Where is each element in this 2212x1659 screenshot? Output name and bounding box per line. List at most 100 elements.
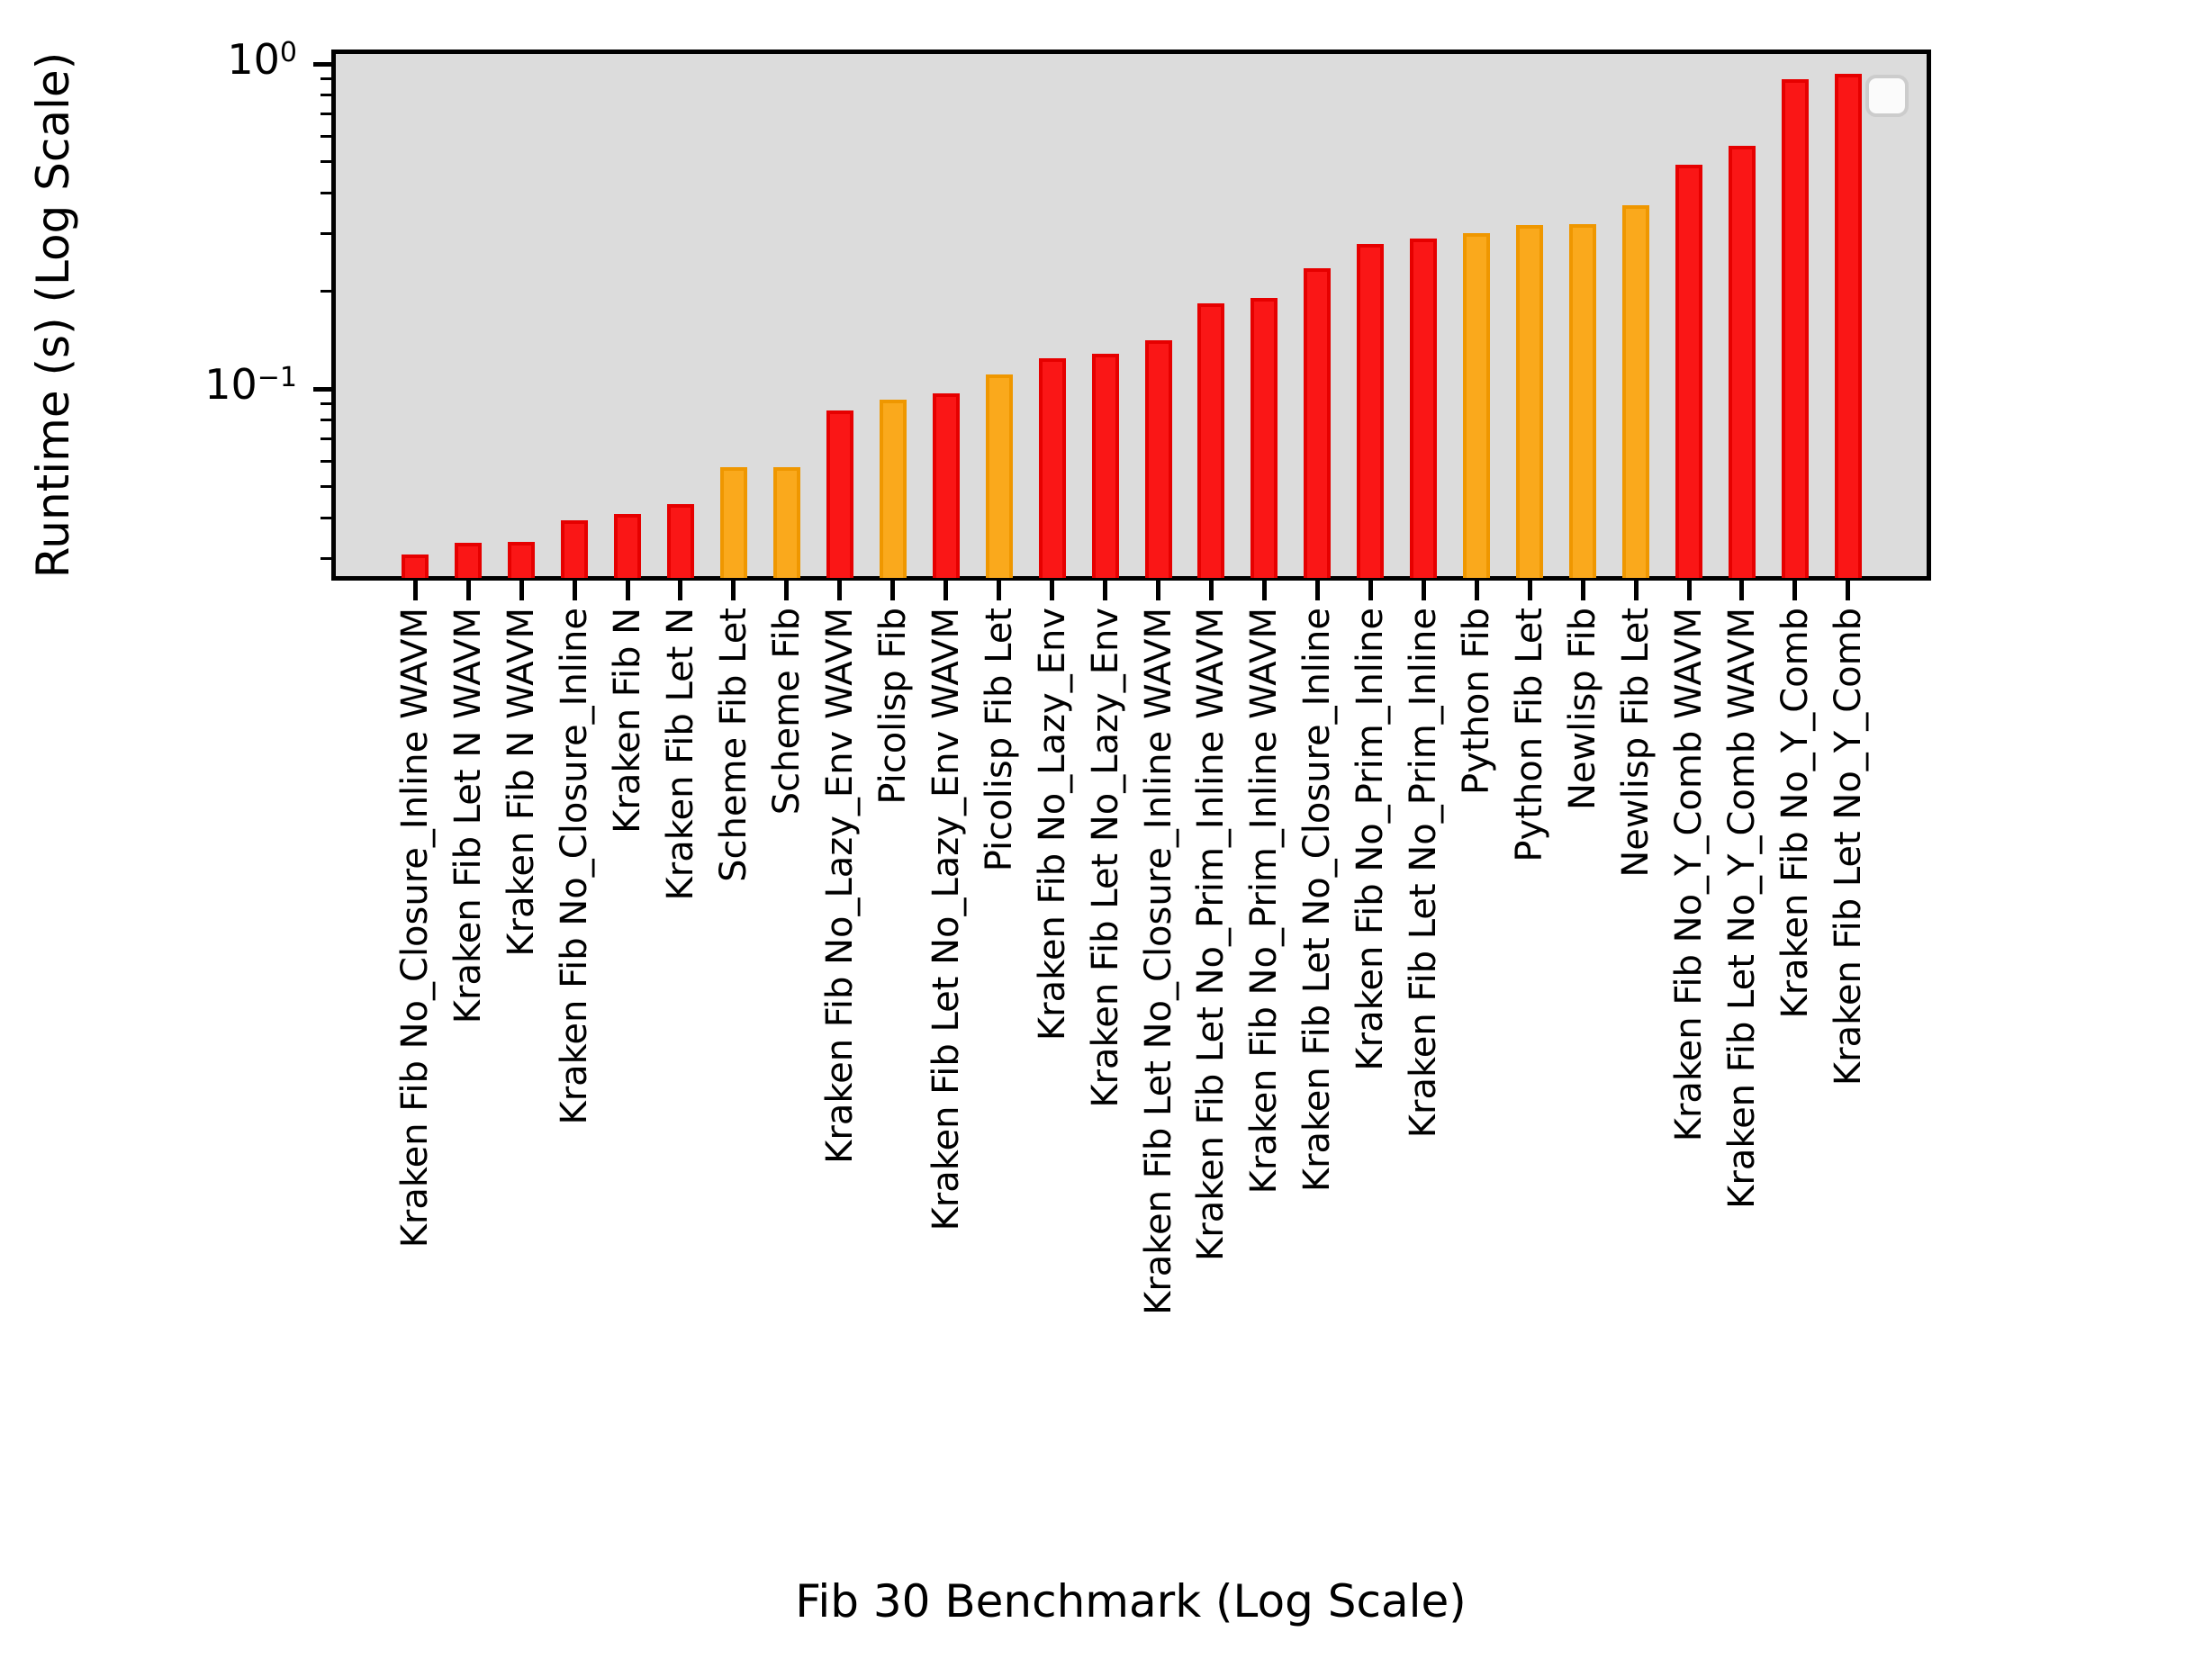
bar <box>1622 205 1650 578</box>
x-tick <box>678 581 683 600</box>
y-minor-tick <box>321 232 331 236</box>
x-tick <box>1208 581 1214 600</box>
x-tick <box>1421 581 1426 600</box>
x-tick <box>572 581 577 600</box>
x-tick <box>997 581 1002 600</box>
x-tick <box>943 581 949 600</box>
legend-box <box>1865 75 1909 117</box>
x-tick <box>1633 581 1639 600</box>
y-minor-tick <box>321 160 331 164</box>
y-minor-tick <box>321 134 331 138</box>
bar <box>614 513 641 578</box>
bar <box>1516 225 1544 578</box>
y-minor-tick <box>321 419 331 422</box>
x-tick <box>890 581 896 600</box>
bar <box>1410 238 1438 578</box>
bar <box>932 392 960 578</box>
y-tick-label: 10−1 <box>204 360 297 409</box>
x-tick-label: Kraken Fib Let No_Prim_Inline WAVM <box>1190 608 1232 1261</box>
x-tick-label: Kraken Fib No_Prim_Inline WAVM <box>1243 608 1286 1195</box>
x-tick-label: Kraken Fib Let N <box>659 608 701 901</box>
x-tick-label: Scheme Fib Let <box>712 608 754 882</box>
bar <box>1304 268 1332 578</box>
x-tick <box>1261 581 1267 600</box>
x-tick-label: Python Fib <box>1456 608 1498 795</box>
y-minor-tick <box>321 437 331 441</box>
x-tick <box>625 581 630 600</box>
x-tick-label: Kraken Fib No_Y_Comb <box>1774 608 1816 1019</box>
x-tick-label: Newlisp Fib <box>1562 608 1604 811</box>
bar <box>1834 73 1862 578</box>
x-tick <box>1686 581 1692 600</box>
bar <box>772 467 800 578</box>
y-major-tick <box>313 61 331 67</box>
bar <box>561 520 589 578</box>
x-tick <box>1846 581 1851 600</box>
x-tick <box>465 581 471 600</box>
x-tick <box>837 581 843 600</box>
x-tick <box>519 581 524 600</box>
y-minor-tick <box>321 113 331 116</box>
bar <box>1250 297 1278 578</box>
x-tick-label: Scheme Fib <box>765 608 808 816</box>
bar <box>879 400 907 578</box>
x-tick-label: Kraken Fib Let No_Closure_Inline <box>1296 608 1339 1193</box>
x-tick-label: Kraken Fib Let No_Lazy_Env WAVM <box>925 608 967 1231</box>
x-tick-label: Kraken Fib Let No_Y_Comb <box>1827 608 1869 1086</box>
y-tick-label: 100 <box>227 35 297 84</box>
x-tick <box>1739 581 1745 600</box>
x-tick <box>1792 581 1798 600</box>
x-tick-label: Kraken Fib No_Closure_Inline WAVM <box>394 608 437 1249</box>
bar <box>1091 354 1119 578</box>
x-tick-label: Kraken Fib No_Closure_Inline <box>554 608 596 1125</box>
x-tick-label: Kraken Fib Let No_Y_Comb WAVM <box>1720 608 1763 1209</box>
y-minor-tick <box>321 517 331 520</box>
bar <box>1197 303 1225 578</box>
x-tick <box>1314 581 1320 600</box>
bar <box>1144 340 1172 578</box>
bar <box>1569 224 1597 578</box>
bar <box>1781 78 1809 578</box>
x-tick-label: Kraken Fib Let No_Prim_Inline <box>1403 608 1445 1139</box>
x-tick <box>412 581 418 600</box>
y-minor-tick <box>321 94 331 97</box>
bar <box>666 504 694 578</box>
y-axis-label: Runtime (s) (Log Scale) <box>27 51 79 579</box>
x-tick-label: Kraken Fib Let No_Closure_Inline WAVM <box>1137 608 1179 1315</box>
x-tick-label: Kraken Fib Let N WAVM <box>447 608 490 1024</box>
bar <box>985 374 1013 578</box>
x-tick <box>1527 581 1532 600</box>
x-tick-label: Kraken Fib No_Prim_Inline <box>1350 608 1392 1071</box>
bar <box>1357 244 1385 578</box>
x-tick <box>1156 581 1160 600</box>
bar <box>1728 145 1756 578</box>
bar <box>1675 165 1702 578</box>
bar <box>508 542 536 578</box>
x-tick-label: Kraken Fib Let No_Lazy_Env <box>1084 608 1126 1108</box>
x-tick <box>1474 581 1479 600</box>
y-minor-tick <box>321 289 331 293</box>
bar <box>1463 232 1491 578</box>
bar <box>719 467 747 578</box>
bar <box>826 410 853 578</box>
x-tick-label: Newlisp Fib Let <box>1615 608 1657 878</box>
x-tick-label: Kraken Fib No_Y_Comb WAVM <box>1668 608 1710 1142</box>
x-tick <box>1050 581 1055 600</box>
x-tick-label: Python Fib Let <box>1509 608 1551 862</box>
x-tick-label: Kraken Fib No_Lazy_Env <box>1031 608 1073 1041</box>
x-axis-label: Fib 30 Benchmark (Log Scale) <box>795 1575 1467 1627</box>
y-major-tick <box>313 386 331 392</box>
plot-area <box>331 50 1931 581</box>
y-minor-tick <box>321 402 331 406</box>
x-tick-label: Kraken Fib No_Lazy_Env WAVM <box>818 608 861 1164</box>
bar <box>402 554 429 578</box>
y-minor-tick <box>321 485 331 489</box>
x-tick-label: Kraken Fib N <box>607 608 648 834</box>
bar <box>1038 358 1066 578</box>
y-minor-tick <box>321 77 331 81</box>
y-minor-tick <box>321 557 331 561</box>
x-tick-label: Picolisp Fib <box>871 608 914 805</box>
x-tick <box>784 581 790 600</box>
x-tick <box>731 581 736 600</box>
